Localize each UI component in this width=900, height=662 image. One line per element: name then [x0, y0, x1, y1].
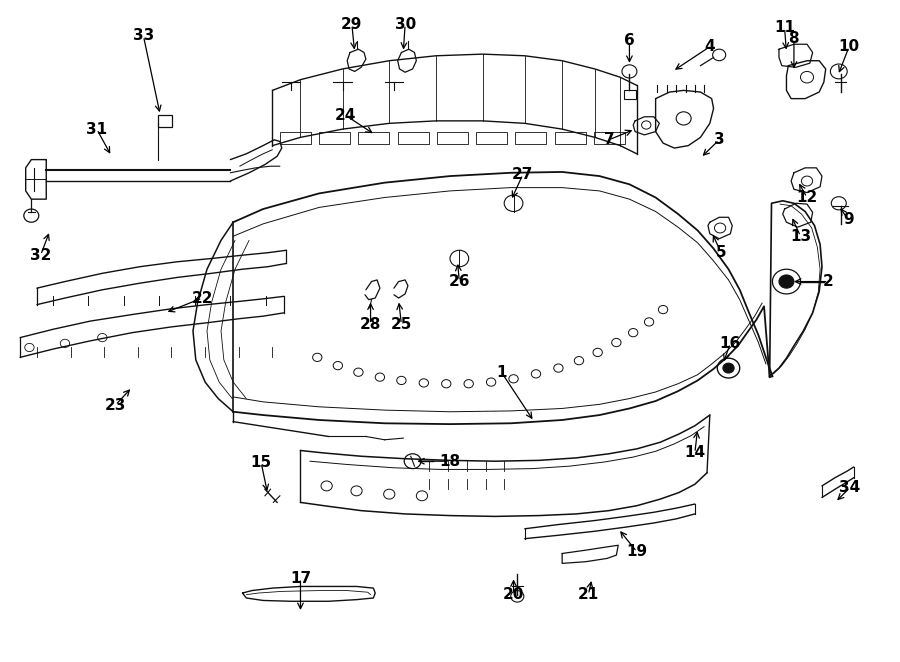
Text: 31: 31: [86, 122, 107, 136]
Text: 7: 7: [604, 132, 614, 148]
Circle shape: [779, 275, 794, 288]
Text: 8: 8: [788, 31, 799, 46]
Text: 9: 9: [842, 213, 853, 227]
Bar: [358, 132, 390, 144]
Text: 28: 28: [360, 317, 382, 332]
Text: 11: 11: [774, 21, 795, 35]
Bar: [624, 91, 636, 99]
Text: 23: 23: [104, 398, 126, 412]
Text: 30: 30: [394, 17, 416, 32]
Bar: [280, 132, 310, 144]
Text: 29: 29: [341, 17, 363, 32]
Text: 26: 26: [448, 274, 470, 289]
Text: 13: 13: [790, 229, 811, 244]
Bar: [554, 132, 586, 144]
Text: 33: 33: [133, 28, 154, 44]
Text: 25: 25: [391, 317, 412, 332]
Bar: [516, 132, 546, 144]
Text: 4: 4: [705, 39, 716, 54]
Text: 5: 5: [716, 245, 726, 260]
Text: 6: 6: [624, 34, 634, 48]
Bar: [436, 132, 468, 144]
Text: 10: 10: [839, 39, 860, 54]
Bar: [320, 132, 350, 144]
Text: 3: 3: [714, 132, 724, 148]
Text: 32: 32: [30, 248, 51, 263]
Text: 22: 22: [192, 291, 213, 306]
Text: 1: 1: [496, 365, 507, 380]
Text: 19: 19: [626, 544, 647, 559]
Text: 2: 2: [824, 274, 834, 289]
Text: 15: 15: [250, 455, 272, 470]
Text: 14: 14: [684, 446, 706, 461]
Bar: [158, 115, 173, 128]
Text: 21: 21: [578, 587, 599, 602]
Circle shape: [723, 363, 734, 373]
Text: 18: 18: [439, 453, 461, 469]
Text: 27: 27: [512, 167, 534, 182]
Text: 12: 12: [796, 190, 817, 205]
Text: 20: 20: [503, 587, 524, 602]
Bar: [476, 132, 507, 144]
Bar: [398, 132, 428, 144]
Bar: [594, 132, 625, 144]
Text: 16: 16: [720, 336, 741, 351]
Text: 34: 34: [840, 480, 860, 495]
Text: 24: 24: [335, 108, 356, 122]
Text: 17: 17: [290, 571, 311, 586]
